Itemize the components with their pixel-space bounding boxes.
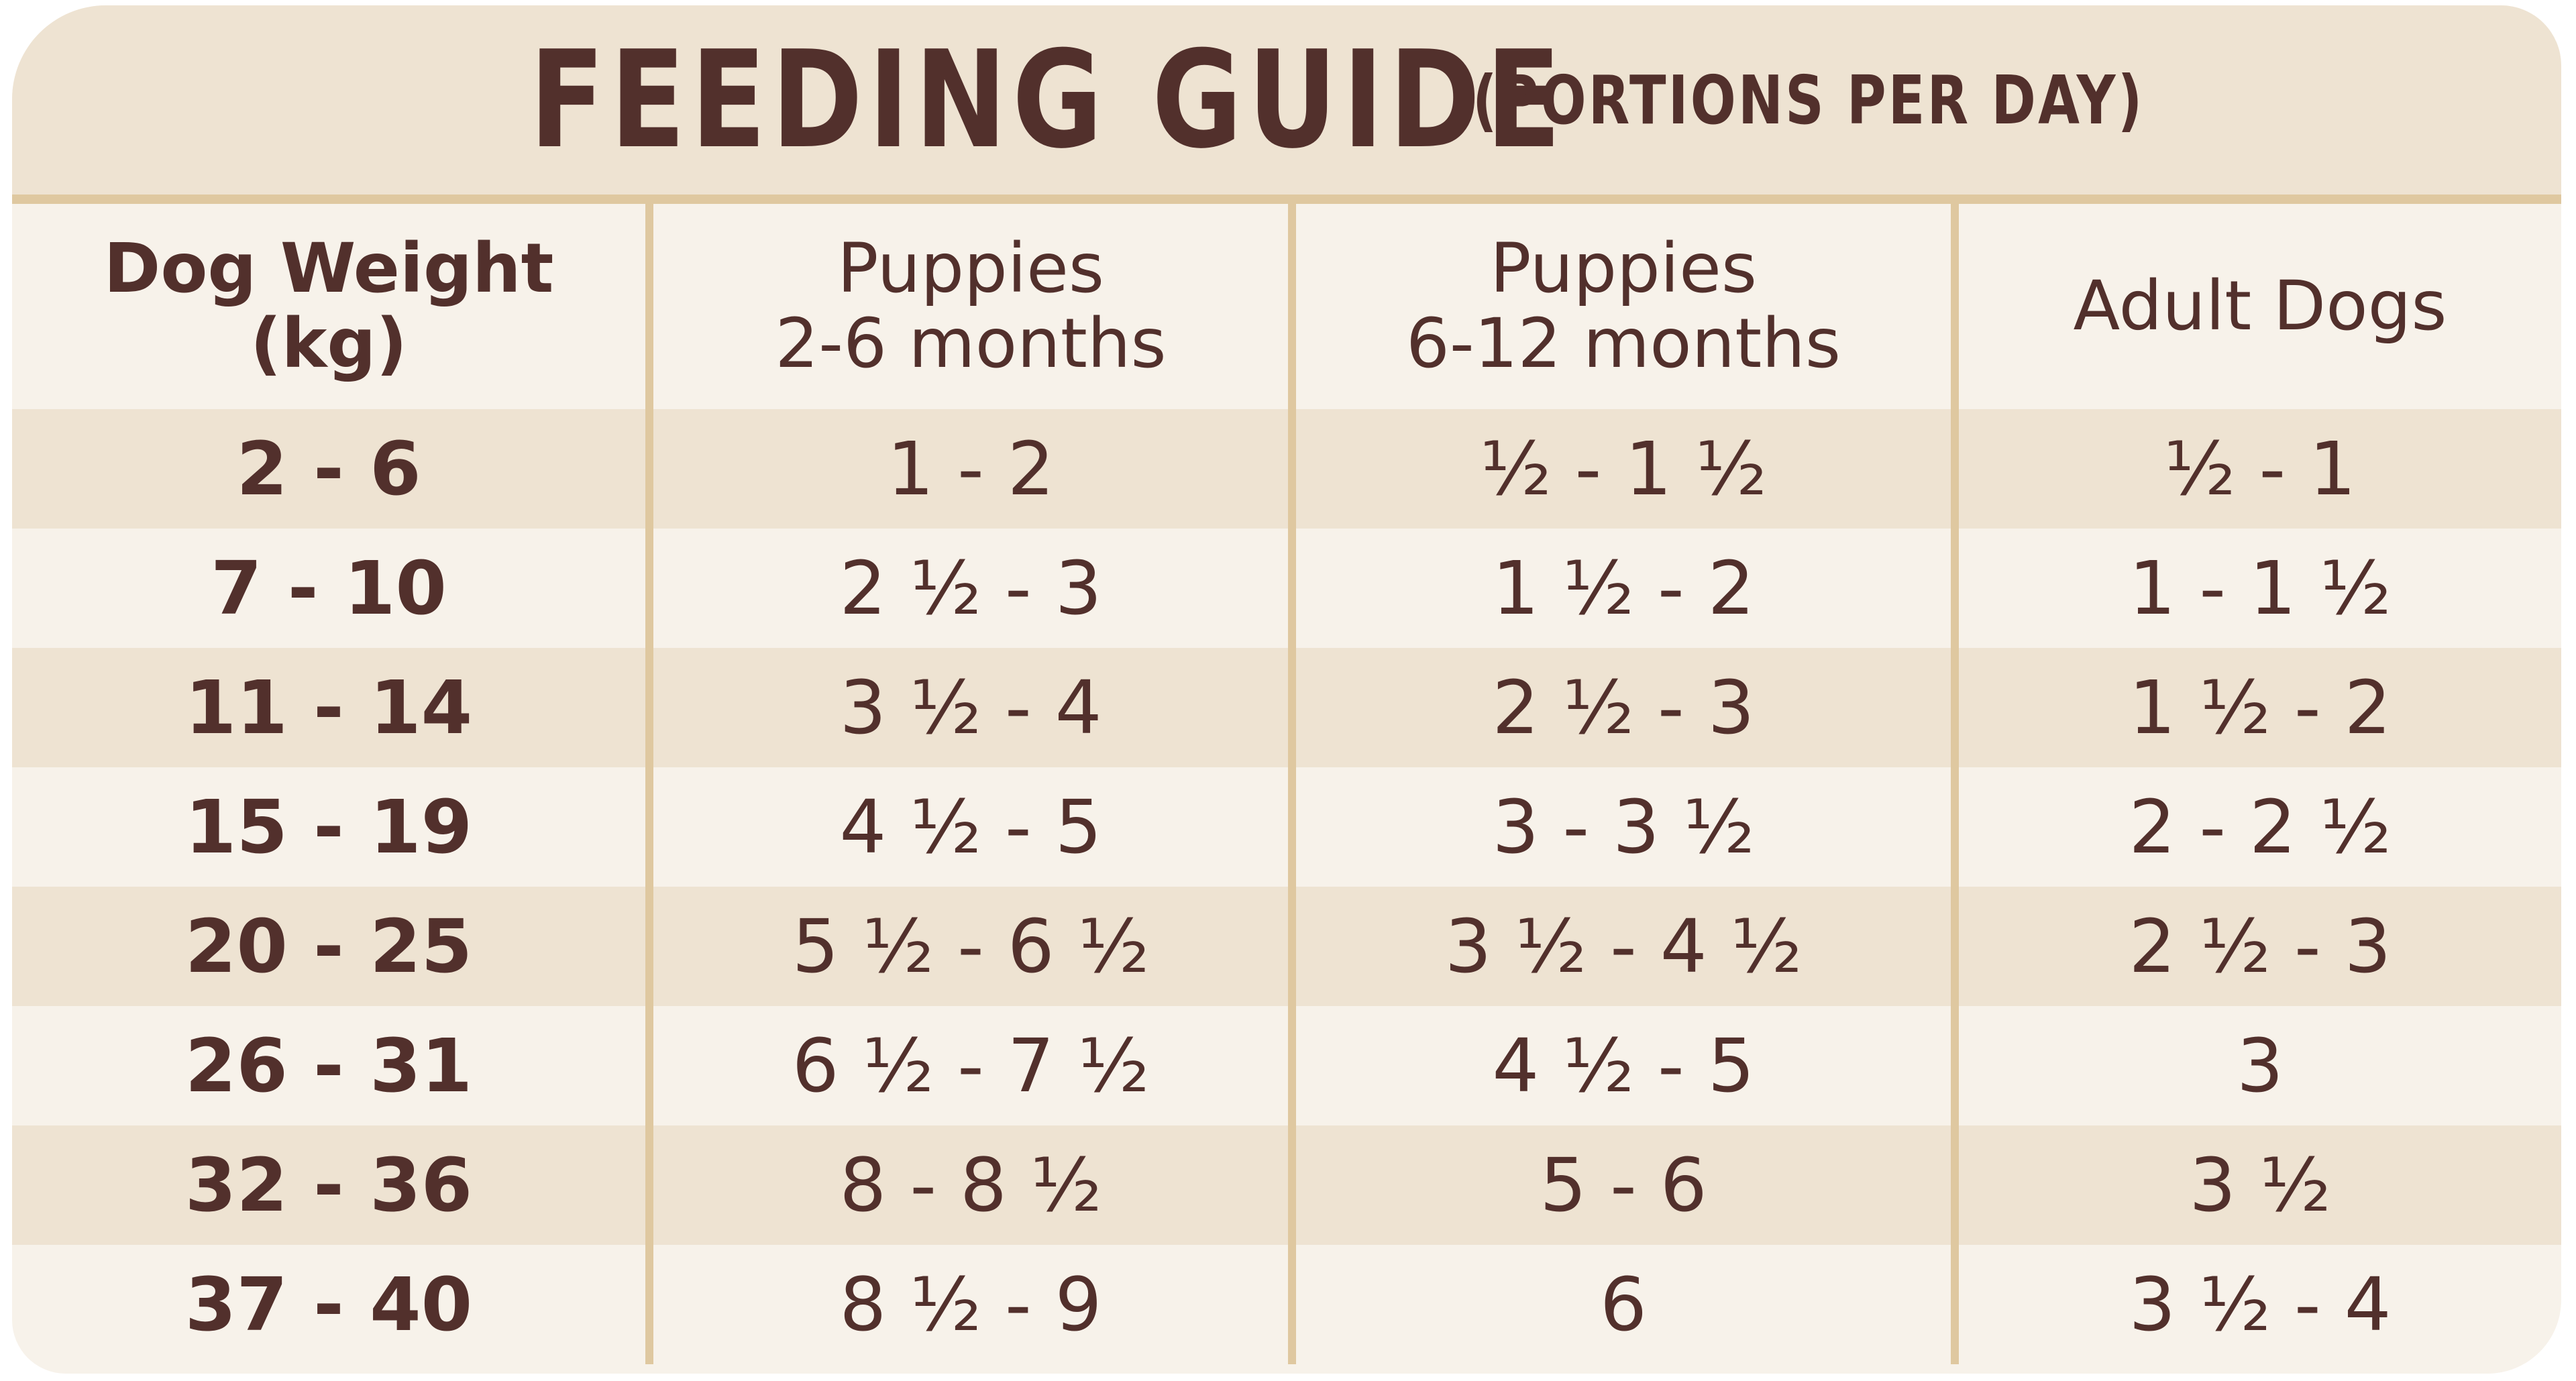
guide-header: FEEDING GUIDE (PORTIONS PER DAY) — [12, 5, 2561, 204]
puppies-6-12-cell: ½ - 1 ½ — [1288, 409, 1955, 529]
puppies-2-6-cell: 5 ½ - 6 ½ — [645, 887, 1292, 1006]
dog-weight-cell: 37 - 40 — [184, 1262, 473, 1347]
puppies-2-6-cell: 4 ½ - 5 — [645, 767, 1292, 887]
dog-weight-cell: 20 - 25 — [12, 887, 649, 1006]
guide-title: FEEDING GUIDE — [529, 21, 1566, 178]
dog-weight-cell: 7 - 10 — [211, 545, 447, 631]
column-header-puppies-2-6: Puppies 2-6 months — [645, 204, 1292, 409]
adult-dogs-cell: 1 - 1 ½ — [1951, 529, 2561, 648]
puppies-2-6-cell: 8 ½ - 9 — [645, 1245, 1292, 1364]
puppies-6-12-cell: 4 ½ - 5 — [1288, 1006, 1955, 1125]
dog-weight-cell: 2 - 6 — [12, 409, 649, 529]
puppies-2-6-cell: 3 ½ - 4 — [645, 648, 1292, 767]
puppies-2-6-cell: 6 ½ - 7 ½ — [645, 1006, 1292, 1125]
puppies-2-6-cell: 2 ½ - 3 — [645, 529, 1292, 648]
dog-weight-cell: 32 - 36 — [12, 1125, 649, 1245]
puppies-6-12-cell: 6 — [1288, 1245, 1955, 1364]
puppies-6-12-cell: 1 ½ - 2 — [1288, 529, 1955, 648]
feeding-guide-card: FEEDING GUIDE (PORTIONS PER DAY) Dog Wei… — [12, 5, 2561, 1374]
puppies-2-6-cell: 1 - 2 — [645, 409, 1292, 529]
feeding-table: Dog Weight (kg) Puppies 2-6 months Puppies… — [12, 204, 2561, 1364]
adult-dogs-cell: 2 - 2 ½ — [1951, 767, 2561, 887]
guide-subtitle: (PORTIONS PER DAY) — [1472, 60, 2145, 140]
dog-weight-cell: 15 - 19 — [184, 784, 473, 870]
adult-dogs-cell: 1 ½ - 2 — [1951, 648, 2561, 767]
column-header-dog-weight: Dog Weight (kg) — [103, 229, 554, 384]
dog-weight-cell: 11 - 14 — [12, 648, 649, 767]
column-header-row: Dog Weight (kg) Puppies 2-6 months Puppies… — [12, 204, 2561, 409]
dog-weight-cell: 26 - 31 — [184, 1023, 473, 1109]
puppies-6-12-cell: 3 ½ - 4 ½ — [1288, 887, 1955, 1006]
adult-dogs-cell: 2 ½ - 3 — [1951, 887, 2561, 1006]
adult-dogs-cell: 3 — [1951, 1006, 2561, 1125]
puppies-6-12-cell: 3 - 3 ½ — [1288, 767, 1955, 887]
puppies-6-12-cell: 2 ½ - 3 — [1288, 648, 1955, 767]
column-header-puppies-6-12: Puppies 6-12 months — [1288, 204, 1955, 409]
puppies-6-12-cell: 5 - 6 — [1288, 1125, 1955, 1245]
puppies-2-6-cell: 8 - 8 ½ — [645, 1125, 1292, 1245]
adult-dogs-cell: 3 ½ — [1951, 1125, 2561, 1245]
column-header-adult-dogs: Adult Dogs — [1951, 204, 2561, 409]
adult-dogs-cell: 3 ½ - 4 — [1951, 1245, 2561, 1364]
adult-dogs-cell: ½ - 1 — [1951, 409, 2561, 529]
